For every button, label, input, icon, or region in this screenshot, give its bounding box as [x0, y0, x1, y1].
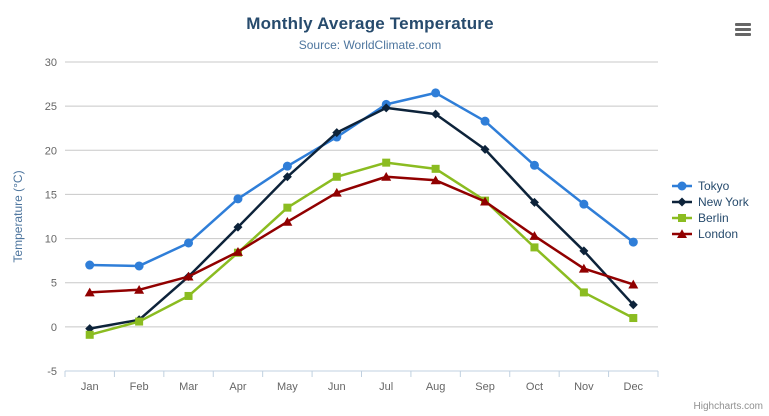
- data-point-tokyo-sep[interactable]: [480, 116, 490, 126]
- legend-symbol: [678, 214, 686, 222]
- data-point-berlin-feb[interactable]: [135, 317, 144, 326]
- legend-item-tokyo[interactable]: Tokyo: [671, 178, 749, 194]
- data-point-berlin-jun[interactable]: [332, 172, 341, 181]
- series-line-berlin: [88, 161, 635, 337]
- data-point-london-dec[interactable]: [628, 279, 639, 289]
- hamburger-icon: [735, 32, 751, 36]
- legend-marker-square-icon: [672, 214, 692, 222]
- x-tick-label: Aug: [426, 381, 446, 393]
- data-point-london-oct[interactable]: [529, 231, 540, 240]
- hamburger-icon: [735, 27, 751, 31]
- data-point-new-york-oct[interactable]: [529, 197, 539, 207]
- x-tick-label: Jan: [81, 381, 99, 393]
- legend: Tokyo New York Berlin London: [671, 178, 749, 242]
- data-point-london-may[interactable]: [282, 216, 293, 226]
- data-point-new-york-nov[interactable]: [579, 246, 589, 256]
- legend-marker-circle-icon: [672, 181, 692, 191]
- x-tick-label: Nov: [574, 381, 594, 393]
- data-point-london-feb[interactable]: [134, 284, 145, 294]
- x-tick-label: May: [277, 381, 298, 393]
- legend-item-berlin[interactable]: Berlin: [671, 210, 749, 226]
- y-tick-label: 10: [45, 234, 57, 246]
- data-point-berlin-jan[interactable]: [85, 330, 94, 339]
- series-line-london: [88, 175, 635, 294]
- legend-symbol: [677, 181, 687, 191]
- data-point-new-york-may[interactable]: [282, 172, 292, 182]
- y-tick-label: 30: [45, 57, 57, 69]
- hamburger-icon: [735, 22, 751, 26]
- data-point-tokyo-dec[interactable]: [628, 237, 638, 247]
- data-point-london-apr[interactable]: [232, 247, 243, 256]
- x-tick-label: Jun: [328, 381, 346, 393]
- series-line-tokyo: [88, 91, 635, 268]
- data-point-berlin-oct[interactable]: [530, 243, 539, 252]
- chart-title: Monthly Average Temperature: [246, 14, 494, 33]
- y-tick-label: 5: [51, 278, 57, 290]
- legend-label: Berlin: [698, 211, 729, 225]
- data-point-london-sep[interactable]: [480, 196, 491, 206]
- data-point-new-york-aug[interactable]: [431, 109, 441, 119]
- y-axis-title: Temperature (°C): [11, 170, 25, 262]
- chart-header: Monthly Average Temperature Source: Worl…: [0, 14, 740, 52]
- data-point-tokyo-jan[interactable]: [85, 260, 95, 270]
- data-point-berlin-aug[interactable]: [431, 164, 440, 173]
- legend-label: Tokyo: [698, 179, 730, 193]
- export-menu-button[interactable]: [731, 18, 755, 40]
- legend-label: London: [698, 227, 739, 241]
- y-tick-label: 15: [45, 189, 57, 201]
- data-point-new-york-jun[interactable]: [332, 128, 342, 138]
- legend-symbol: [677, 197, 687, 207]
- data-point-new-york-apr[interactable]: [233, 222, 243, 232]
- data-point-berlin-nov[interactable]: [579, 288, 588, 297]
- legend-marker-triangle-icon: [672, 229, 692, 238]
- y-tick-label: 0: [51, 322, 57, 334]
- legend-label: New York: [698, 195, 749, 209]
- y-tick-label: -5: [47, 366, 57, 378]
- data-point-london-nov[interactable]: [578, 263, 589, 273]
- legend-item-new-york[interactable]: New York: [671, 194, 749, 210]
- data-point-berlin-mar[interactable]: [184, 291, 193, 300]
- y-tick-label: 20: [45, 145, 57, 157]
- x-tick-label: Sep: [475, 381, 495, 393]
- data-point-london-mar[interactable]: [183, 271, 194, 281]
- data-point-tokyo-aug[interactable]: [431, 88, 441, 98]
- data-point-tokyo-may[interactable]: [282, 161, 292, 171]
- data-point-london-jul[interactable]: [381, 171, 392, 181]
- x-tick-label: Feb: [130, 381, 149, 393]
- data-point-london-jan[interactable]: [84, 287, 95, 297]
- data-point-tokyo-feb[interactable]: [134, 261, 144, 271]
- data-point-london-aug[interactable]: [430, 175, 441, 185]
- x-tick-label: Dec: [624, 381, 644, 393]
- data-point-berlin-jul[interactable]: [382, 158, 391, 167]
- legend-item-london[interactable]: London: [671, 226, 749, 242]
- data-point-new-york-sep[interactable]: [480, 144, 490, 154]
- highcharts-credit[interactable]: Highcharts.com: [693, 401, 763, 412]
- data-point-tokyo-oct[interactable]: [529, 160, 539, 170]
- y-tick-label: 25: [45, 101, 57, 113]
- chart-subtitle: Source: WorldClimate.com: [298, 38, 442, 52]
- legend-marker-diamond-icon: [672, 197, 692, 207]
- data-point-tokyo-apr[interactable]: [233, 194, 243, 204]
- data-point-london-jun[interactable]: [331, 187, 342, 197]
- data-point-new-york-jul[interactable]: [381, 103, 391, 113]
- legend-symbol: [677, 229, 687, 238]
- x-tick-label: Jul: [379, 381, 393, 393]
- series-line-new-york: [88, 106, 635, 330]
- data-point-berlin-may[interactable]: [283, 203, 292, 212]
- data-point-tokyo-nov[interactable]: [579, 199, 589, 209]
- data-point-new-york-dec[interactable]: [628, 300, 638, 310]
- data-point-berlin-dec[interactable]: [629, 314, 638, 323]
- x-tick-label: Mar: [179, 381, 198, 393]
- data-point-tokyo-mar[interactable]: [184, 238, 194, 248]
- x-tick-label: Oct: [526, 381, 543, 393]
- x-tick-label: Apr: [229, 381, 246, 393]
